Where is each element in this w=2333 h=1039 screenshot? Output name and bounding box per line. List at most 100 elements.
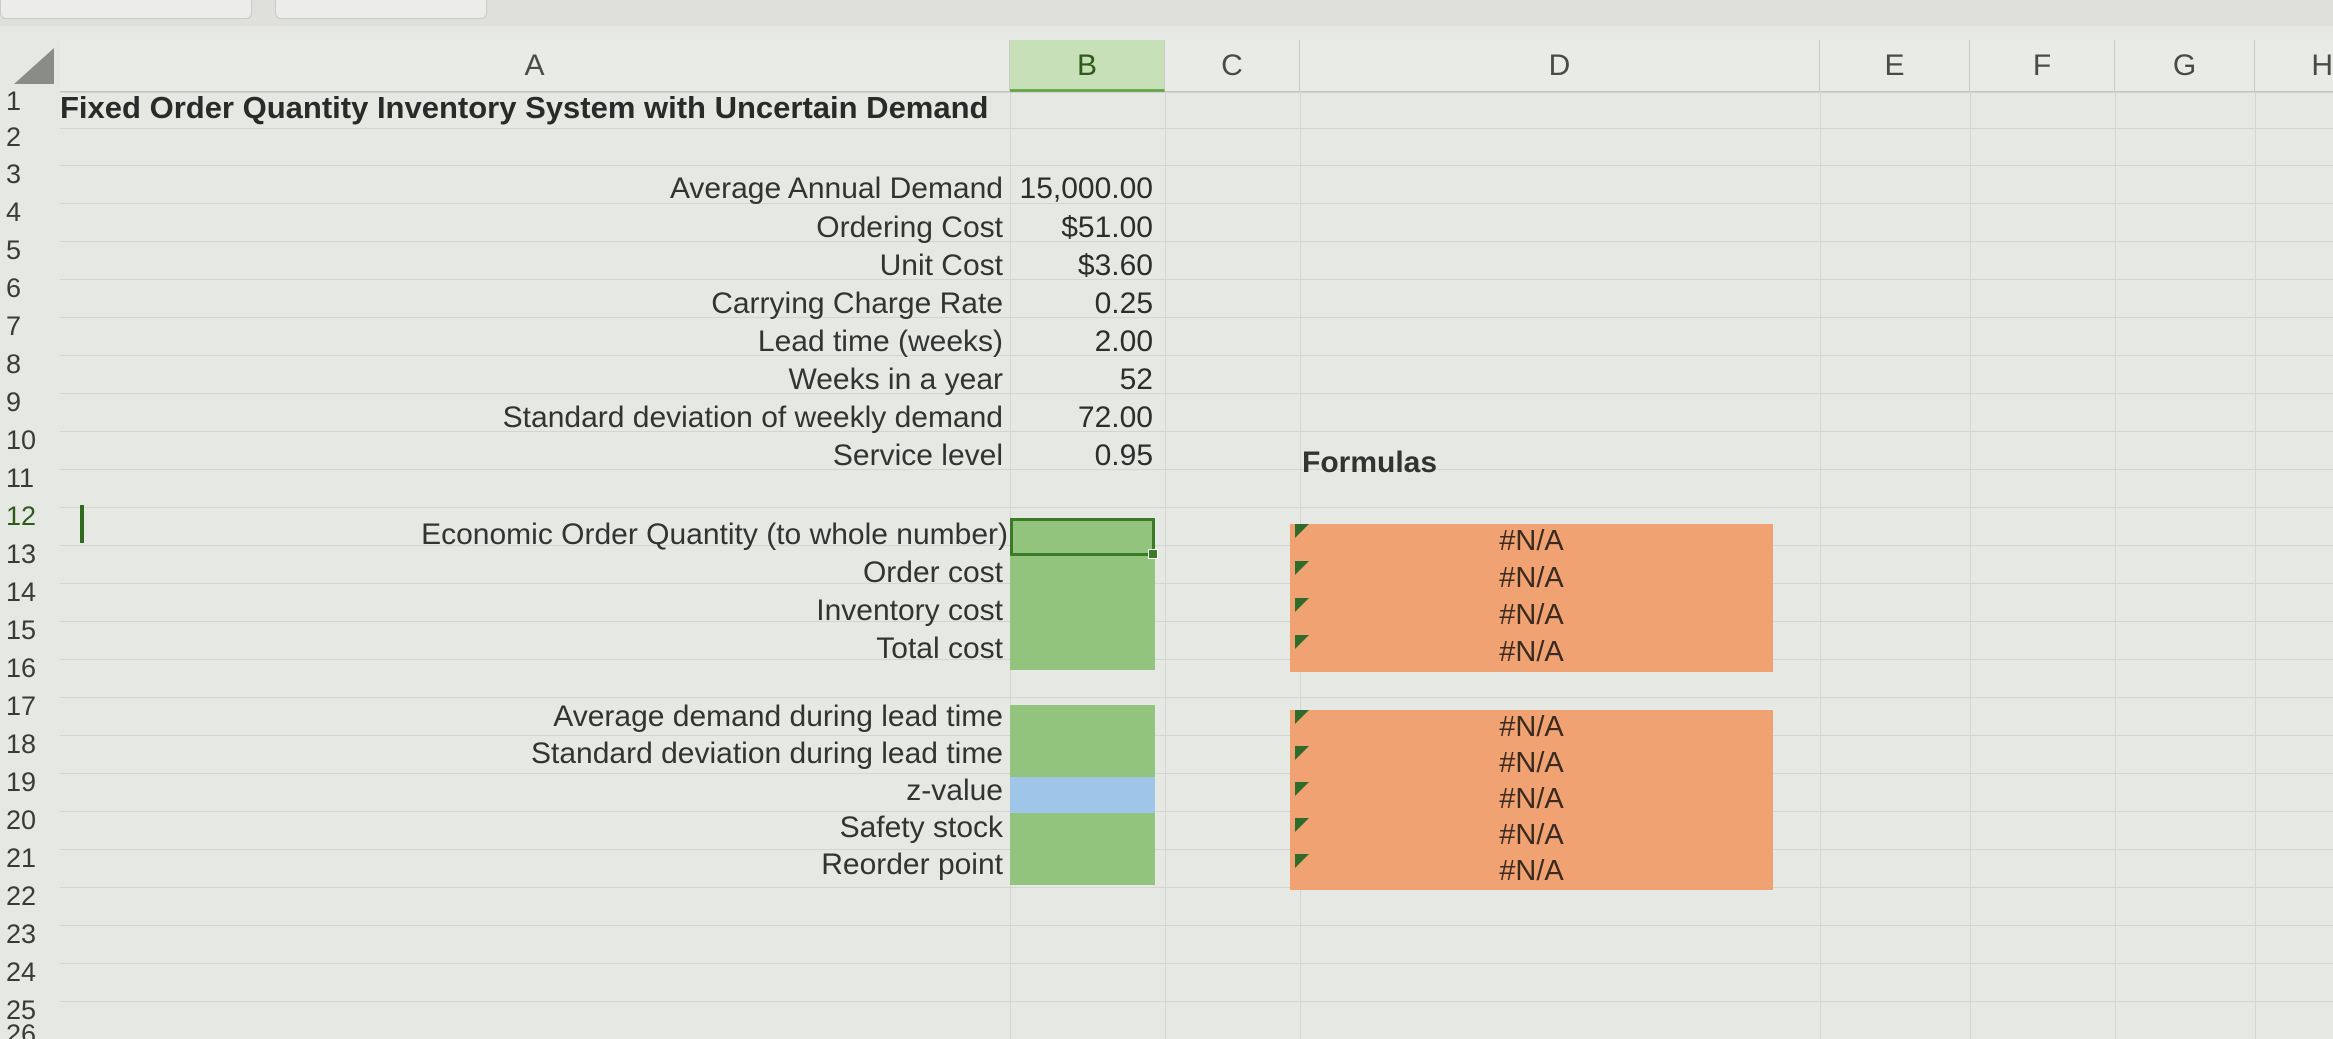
column-header-e[interactable]: E (1820, 40, 1970, 92)
row-header[interactable]: 2 (6, 122, 22, 152)
formula-cell[interactable]: #N/A (1499, 783, 1564, 815)
row-header[interactable]: 10 (6, 425, 37, 455)
output-label[interactable]: Standard deviation during lead time (531, 737, 1003, 770)
answer-cells-green[interactable] (1010, 705, 1155, 777)
error-indicator-icon[interactable] (1295, 818, 1309, 832)
formulas-heading[interactable]: Formulas (1302, 446, 1438, 479)
row-header[interactable]: 25 (6, 995, 37, 1025)
row-header[interactable]: 15 (6, 615, 37, 645)
input-value-cell[interactable]: 0.25 (1094, 287, 1153, 320)
gridline (60, 1001, 2333, 1002)
input-label[interactable]: Carrying Charge Rate (711, 287, 1003, 320)
output-label[interactable]: z-value (906, 774, 1003, 807)
formula-cell[interactable]: #N/A (1499, 525, 1564, 557)
column-header-b[interactable]: B (1010, 40, 1165, 92)
toolbar-tab[interactable] (0, 0, 252, 19)
column-header-c[interactable]: C (1165, 40, 1300, 92)
error-indicator-icon[interactable] (1295, 746, 1309, 760)
toolbar-tab[interactable] (275, 0, 487, 19)
row-header[interactable]: 7 (6, 311, 22, 341)
row-header[interactable]: 4 (6, 197, 22, 227)
input-value-cell[interactable]: 15,000.00 (1019, 172, 1153, 205)
input-value-cell[interactable]: 72.00 (1077, 401, 1153, 434)
input-value-cell[interactable]: 2.00 (1094, 325, 1153, 358)
input-label[interactable]: Ordering Cost (816, 211, 1003, 244)
output-label[interactable]: Reorder point (821, 848, 1003, 881)
gridline (60, 393, 2333, 394)
input-value-cell[interactable]: $3.60 (1077, 249, 1153, 282)
row-header[interactable]: 3 (6, 159, 22, 189)
row-header[interactable]: 14 (6, 577, 37, 607)
sheet-title[interactable]: Fixed Order Quantity Inventory System wi… (60, 90, 989, 125)
formula-cell[interactable]: #N/A (1499, 562, 1564, 594)
formula-cell[interactable]: #N/A (1499, 711, 1564, 743)
error-indicator-icon[interactable] (1295, 710, 1309, 724)
active-cell-b12[interactable] (1010, 518, 1158, 559)
fill-handle[interactable] (1148, 549, 1158, 559)
answer-cells-green[interactable] (1010, 813, 1155, 885)
answer-cells-green[interactable] (1010, 556, 1155, 670)
formula-cell[interactable]: #N/A (1499, 636, 1564, 668)
input-label[interactable]: Service level (832, 439, 1003, 472)
output-label[interactable]: Inventory cost (816, 594, 1003, 627)
column-header-h[interactable]: H (2255, 40, 2333, 92)
zvalue-cell[interactable] (1010, 777, 1155, 813)
row-header[interactable]: 18 (6, 729, 37, 759)
gridline (60, 811, 2333, 812)
row-header[interactable]: 17 (6, 691, 37, 721)
error-indicator-icon[interactable] (1295, 854, 1309, 868)
output-label[interactable]: Average demand during lead time (553, 700, 1003, 733)
input-label[interactable]: Lead time (weeks) (757, 325, 1003, 358)
formula-cell[interactable]: #N/A (1499, 599, 1564, 631)
row-header[interactable]: 11 (6, 463, 35, 493)
row-header[interactable]: 19 (6, 767, 37, 797)
gridline (1165, 92, 1166, 1039)
row-header[interactable]: 16 (6, 653, 37, 683)
row-header[interactable]: 6 (6, 273, 22, 303)
row-header[interactable]: 26 (6, 1019, 37, 1039)
column-header-g[interactable]: G (2115, 40, 2255, 92)
gridline (60, 279, 2333, 280)
input-label[interactable]: Standard deviation of weekly demand (502, 401, 1003, 434)
column-header-d[interactable]: D (1300, 40, 1820, 92)
input-value-cell[interactable]: $51.00 (1061, 211, 1153, 244)
input-value-cell[interactable]: 52 (1119, 363, 1153, 396)
row-header[interactable]: 21 (6, 843, 37, 873)
input-label[interactable]: Unit Cost (879, 249, 1003, 282)
input-label[interactable]: Weeks in a year (788, 363, 1003, 396)
row-header-selected[interactable]: 12 (6, 501, 37, 531)
error-indicator-icon[interactable] (1295, 524, 1309, 538)
error-indicator-icon[interactable] (1295, 598, 1309, 612)
row-header[interactable]: 22 (6, 881, 37, 911)
column-header-f[interactable]: F (1970, 40, 2115, 92)
row-header[interactable]: 5 (6, 235, 22, 265)
formula-cells-orange[interactable] (1290, 524, 1773, 672)
row-header[interactable]: 23 (6, 919, 37, 949)
error-indicator-icon[interactable] (1295, 635, 1309, 649)
row-header[interactable]: 9 (6, 387, 22, 417)
gridline (60, 203, 2333, 204)
output-label[interactable]: Economic Order Quantity (to whole number… (421, 518, 1008, 551)
error-indicator-icon[interactable] (1295, 782, 1309, 796)
row-header[interactable]: 20 (6, 805, 37, 835)
select-all-icon (14, 48, 54, 84)
row-header[interactable]: 8 (6, 349, 22, 379)
gridline (60, 128, 2333, 129)
row-header[interactable]: 13 (6, 539, 37, 569)
select-all-corner[interactable] (0, 40, 60, 92)
gridline (60, 925, 2333, 926)
column-header-a[interactable]: A (60, 40, 1010, 92)
row-header[interactable]: 24 (6, 957, 37, 987)
error-indicator-icon[interactable] (1295, 561, 1309, 575)
input-label[interactable]: Average Annual Demand (669, 172, 1003, 205)
formula-cells-orange[interactable] (1290, 710, 1773, 890)
input-value-cell[interactable]: 0.95 (1094, 439, 1153, 472)
formula-cell[interactable]: #N/A (1499, 747, 1564, 779)
row-selection-indicator (80, 505, 84, 543)
output-label[interactable]: Order cost (862, 556, 1003, 589)
formula-cell[interactable]: #N/A (1499, 855, 1564, 887)
row-header[interactable]: 1 (6, 86, 22, 116)
formula-cell[interactable]: #N/A (1499, 819, 1564, 851)
output-label[interactable]: Total cost (876, 632, 1003, 665)
output-label[interactable]: Safety stock (839, 811, 1003, 844)
